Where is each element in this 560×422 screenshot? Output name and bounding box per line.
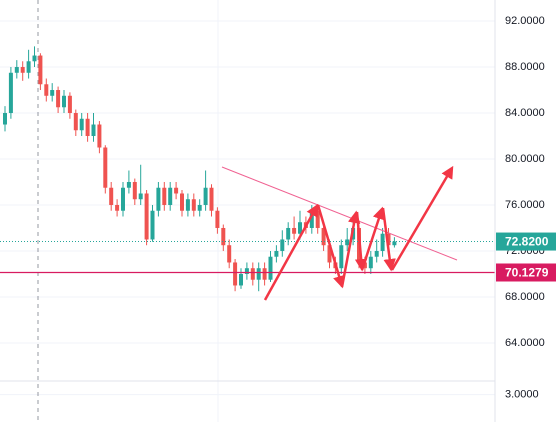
candle-body bbox=[221, 227, 226, 246]
lower-tick-label: 3.0000 bbox=[505, 389, 539, 401]
y-tick-label: 92.0000 bbox=[505, 15, 545, 27]
candle-body bbox=[250, 268, 255, 280]
candle-body bbox=[368, 256, 373, 269]
candle-body bbox=[115, 204, 120, 211]
y-tick-label: 68.0000 bbox=[505, 291, 545, 303]
candle-body bbox=[67, 95, 72, 114]
y-tick-label: 76.0000 bbox=[505, 199, 545, 211]
candle-body bbox=[374, 250, 379, 257]
candle-body bbox=[62, 95, 66, 108]
candle-body bbox=[203, 187, 208, 205]
candle-body bbox=[103, 147, 108, 188]
candle-body bbox=[180, 193, 184, 211]
arrow bbox=[316, 204, 346, 289]
arrow bbox=[263, 203, 319, 301]
candle-body bbox=[197, 204, 202, 211]
candle-body bbox=[32, 55, 37, 62]
candle-body bbox=[97, 124, 102, 148]
candle-body bbox=[168, 187, 173, 205]
arrow bbox=[354, 211, 368, 272]
candle-body bbox=[233, 262, 238, 286]
arrow bbox=[340, 210, 361, 288]
candle-body bbox=[138, 193, 143, 200]
candle-body bbox=[209, 187, 214, 211]
candle-body bbox=[315, 210, 320, 228]
price-label: 70.1279 bbox=[505, 266, 549, 280]
candle-body bbox=[185, 199, 190, 211]
arrow bbox=[390, 165, 454, 271]
y-tick-label: 84.0000 bbox=[505, 107, 545, 119]
arrow bbox=[381, 207, 396, 272]
candle-body bbox=[298, 222, 302, 234]
candle-body bbox=[162, 187, 167, 205]
candle-body bbox=[386, 233, 391, 246]
candle-body bbox=[56, 90, 61, 108]
candle-body bbox=[14, 67, 19, 73]
candle-body bbox=[144, 193, 149, 240]
candle-body bbox=[339, 245, 344, 269]
candle-body bbox=[156, 187, 161, 211]
candle-body bbox=[286, 227, 291, 240]
candle-body bbox=[73, 113, 78, 131]
price-axis bbox=[495, 0, 560, 422]
candle-body bbox=[126, 181, 131, 188]
candle-body bbox=[44, 84, 49, 96]
candle-body bbox=[274, 250, 279, 257]
y-tick-label: 88.0000 bbox=[505, 61, 545, 73]
candle-body bbox=[321, 227, 326, 246]
y-tick-label: 80.0000 bbox=[505, 153, 545, 165]
candles bbox=[0, 46, 495, 292]
candle-body bbox=[191, 199, 196, 211]
candle-body bbox=[3, 113, 7, 125]
candle-body bbox=[26, 61, 31, 73]
price-label-box bbox=[496, 263, 556, 282]
candle-body bbox=[380, 233, 385, 251]
trend-line bbox=[221, 166, 458, 261]
candle-body bbox=[239, 273, 243, 286]
candle-body bbox=[20, 67, 25, 73]
candle-body bbox=[280, 239, 285, 251]
candle-body bbox=[292, 227, 297, 234]
candle-body bbox=[109, 187, 114, 205]
candle-body bbox=[244, 268, 249, 274]
candle-body bbox=[132, 181, 137, 200]
candle-body bbox=[268, 256, 273, 280]
y-tick-label: 64.0000 bbox=[505, 337, 545, 349]
candle-body bbox=[79, 118, 84, 131]
candle-body bbox=[392, 241, 397, 246]
price-label: 72.8200 bbox=[505, 235, 549, 249]
candle-body bbox=[256, 268, 261, 280]
candle-body bbox=[262, 268, 267, 280]
candle-body bbox=[50, 90, 55, 96]
candle-body bbox=[85, 118, 90, 137]
axis-labels: 92.000088.000084.000080.000076.000072.00… bbox=[496, 15, 556, 401]
candle-body bbox=[227, 245, 232, 263]
arrows bbox=[263, 165, 454, 301]
candle-body bbox=[91, 124, 96, 137]
candle-body bbox=[121, 187, 125, 211]
candle-body bbox=[38, 55, 43, 85]
candle-body bbox=[345, 239, 350, 246]
candle-body bbox=[174, 187, 179, 194]
candle-body bbox=[8, 72, 13, 114]
candle-body bbox=[215, 210, 220, 228]
candle-body bbox=[150, 210, 155, 240]
grid bbox=[0, 20, 495, 396]
price-label-box bbox=[496, 232, 556, 251]
candle-body bbox=[327, 245, 332, 263]
arrow bbox=[360, 206, 385, 271]
candle-body bbox=[309, 210, 314, 228]
